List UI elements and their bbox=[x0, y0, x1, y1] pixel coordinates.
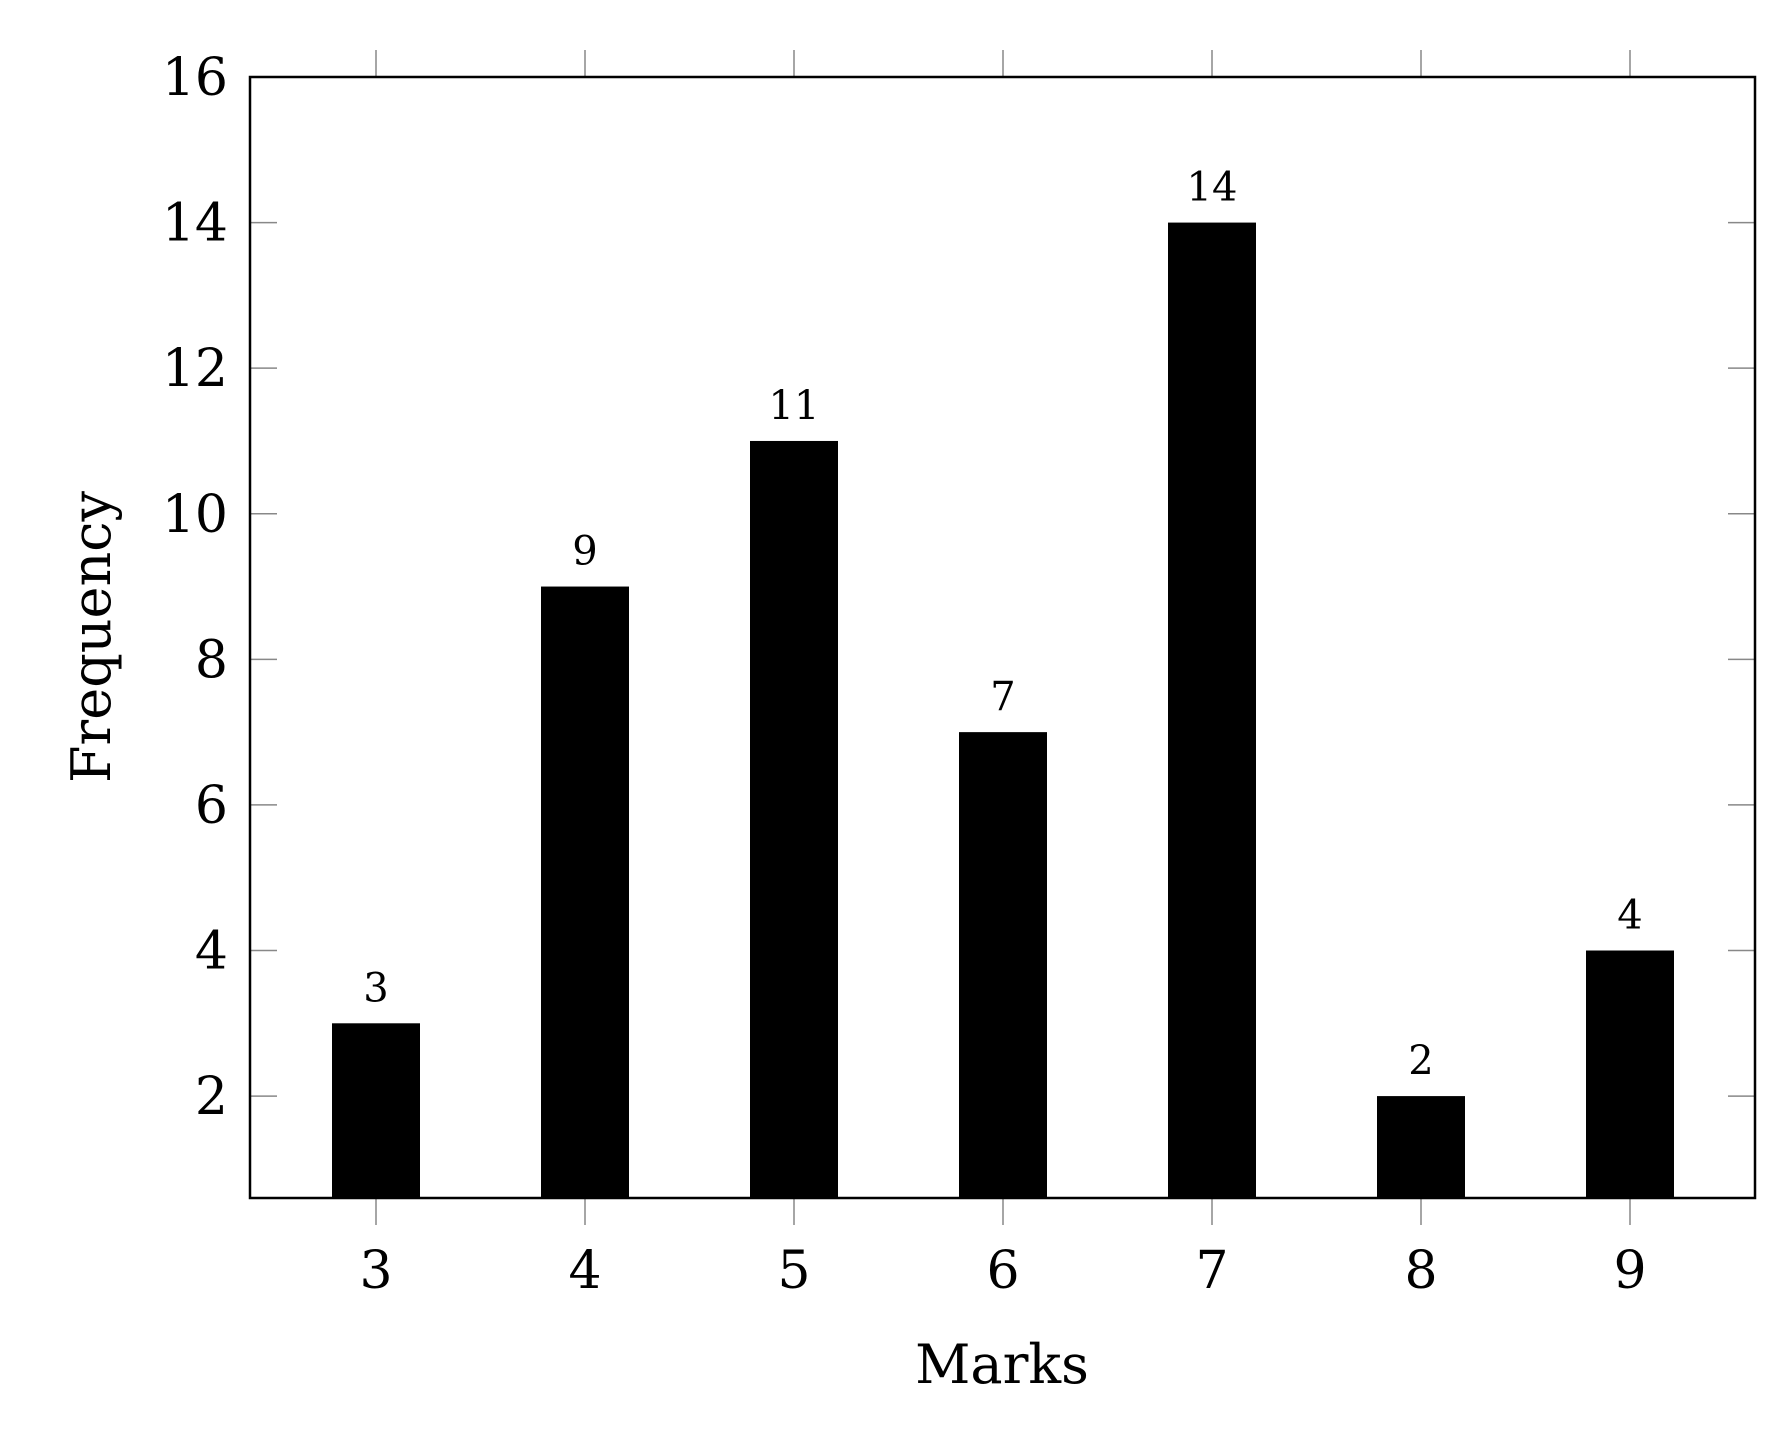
x-tick-label: 4 bbox=[568, 1241, 601, 1301]
x-axis-title: Marks bbox=[915, 1333, 1089, 1396]
plot-area-frame bbox=[248, 75, 1757, 1200]
y-axis-title: Frequency bbox=[60, 490, 123, 783]
bar-value-label: 14 bbox=[1187, 165, 1238, 211]
bar-value-label: 4 bbox=[1617, 893, 1642, 939]
x-tick-label: 6 bbox=[986, 1241, 1019, 1301]
bar-value-label: 3 bbox=[363, 965, 388, 1011]
x-tick-label: 7 bbox=[1195, 1241, 1228, 1301]
x-tick-label: 9 bbox=[1613, 1241, 1646, 1301]
x-axis-tick-labels: 3 4 5 6 7 8 9 bbox=[359, 1241, 1646, 1301]
x-tick-label: 5 bbox=[777, 1241, 810, 1301]
y-axis-tick-labels: 2 4 6 8 10 12 14 16 bbox=[162, 48, 228, 1127]
x-tick-label: 3 bbox=[359, 1241, 392, 1301]
bars bbox=[332, 222, 1674, 1198]
y-tick-label: 12 bbox=[162, 339, 228, 399]
y-tick-label: 6 bbox=[195, 776, 228, 836]
bar bbox=[1168, 222, 1256, 1198]
bar-value-label: 7 bbox=[990, 674, 1015, 720]
bar bbox=[959, 732, 1047, 1198]
bar-value-labels: 3 9 11 7 14 2 4 bbox=[363, 165, 1642, 1085]
x-axis-ticks bbox=[375, 50, 1631, 1225]
x-tick-label: 8 bbox=[1404, 1241, 1437, 1301]
bar bbox=[1586, 950, 1674, 1198]
y-tick-label: 10 bbox=[162, 485, 228, 545]
y-tick-label: 8 bbox=[195, 630, 228, 690]
y-tick-label: 16 bbox=[162, 48, 228, 108]
bar bbox=[541, 586, 629, 1198]
bar bbox=[1377, 1096, 1465, 1198]
y-tick-label: 14 bbox=[162, 194, 228, 254]
y-axis-ticks bbox=[250, 76, 1755, 1097]
bar bbox=[750, 440, 838, 1198]
y-tick-label: 4 bbox=[195, 922, 228, 982]
bar-value-label: 11 bbox=[769, 383, 820, 429]
bar-value-label: 9 bbox=[572, 529, 597, 575]
bar bbox=[332, 1023, 420, 1198]
y-tick-label: 2 bbox=[195, 1067, 228, 1127]
bar-value-label: 2 bbox=[1408, 1038, 1433, 1084]
